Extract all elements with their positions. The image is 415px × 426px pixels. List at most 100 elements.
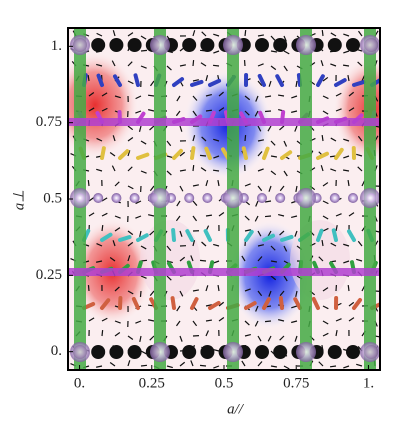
field-arrow — [205, 330, 210, 337]
spin-arrow — [293, 297, 302, 310]
x-tick-label: 1. — [363, 375, 374, 391]
field-arrow — [283, 65, 288, 72]
atom — [346, 345, 360, 359]
field-arrow — [279, 290, 285, 296]
field-arrow — [270, 275, 277, 281]
field-arrow — [149, 230, 155, 236]
field-arrow — [283, 170, 288, 177]
spin-arrow — [244, 301, 257, 310]
field-arrow — [101, 329, 104, 337]
field-arrow — [347, 179, 350, 187]
field-arrow — [101, 212, 108, 217]
node — [223, 35, 243, 55]
field-arrow — [343, 365, 350, 369]
node — [150, 342, 170, 362]
field-arrow — [322, 287, 329, 292]
spin-arrow — [352, 298, 363, 310]
field-arrow — [268, 290, 272, 297]
atom-small — [257, 193, 267, 203]
field-arrow — [322, 95, 329, 100]
field-arrow — [279, 230, 285, 236]
field-arrow — [244, 95, 251, 101]
field-arrow — [96, 63, 103, 67]
node — [150, 35, 170, 55]
field-arrow — [88, 212, 95, 217]
spin-arrow — [275, 74, 284, 87]
field-arrow — [257, 256, 263, 262]
field-arrow — [264, 215, 272, 218]
spin-arrow — [296, 73, 302, 87]
field-arrow — [96, 243, 103, 247]
field-arrow — [257, 244, 264, 247]
field-arrow — [330, 63, 337, 67]
field-arrow — [192, 240, 196, 247]
spin-arrow — [172, 148, 183, 160]
atom — [91, 38, 106, 52]
field-arrow — [112, 240, 116, 247]
field-arrow — [179, 361, 186, 367]
atom — [127, 345, 142, 359]
field-arrow — [192, 79, 199, 82]
y-axis-label: a⊥ — [11, 190, 27, 211]
field-arrow — [244, 110, 250, 116]
x-tick-label: 0.5 — [215, 375, 234, 391]
field-arrow — [96, 168, 103, 172]
field-arrow — [357, 61, 363, 67]
field-arrow — [190, 255, 194, 262]
field-arrow — [140, 35, 147, 40]
field-arrow — [267, 230, 272, 237]
field-arrow — [279, 185, 285, 192]
field-arrow — [335, 213, 342, 217]
field-arrow — [335, 92, 342, 97]
spin-arrow — [203, 229, 212, 242]
field-arrow — [283, 140, 288, 147]
field-arrow — [140, 65, 147, 69]
field-arrow — [199, 259, 207, 262]
field-arrow — [347, 284, 350, 292]
field-arrow — [127, 290, 134, 295]
spin-arrow — [316, 228, 324, 242]
field-arrow — [270, 245, 276, 251]
field-arrow — [335, 318, 342, 322]
field-arrow — [135, 320, 142, 324]
field-arrow — [149, 290, 155, 297]
field-arrow — [217, 284, 220, 292]
spin-arrow — [171, 228, 176, 242]
field-arrow — [149, 335, 155, 341]
field-arrow — [213, 243, 220, 247]
field-arrow — [147, 94, 155, 97]
field-arrow — [148, 109, 155, 112]
field-arrow — [135, 215, 142, 219]
field-arrow — [270, 155, 278, 158]
field-arrow — [114, 331, 121, 337]
field-arrow — [213, 33, 220, 37]
field-arrow — [356, 258, 363, 262]
field-arrow — [140, 350, 147, 355]
field-arrow — [267, 335, 272, 342]
atom — [127, 38, 142, 52]
field-arrow — [140, 275, 147, 279]
field-arrow — [295, 80, 298, 88]
field-arrow — [213, 50, 220, 54]
field-arrow — [139, 230, 142, 237]
field-arrow — [264, 95, 272, 98]
field-arrow — [244, 229, 251, 232]
field-arrow — [270, 50, 278, 53]
field-arrow — [241, 360, 246, 367]
field-arrow — [348, 301, 355, 307]
field-arrow — [254, 110, 259, 117]
field-arrow — [139, 335, 142, 342]
field-arrow — [283, 245, 288, 252]
field-arrow — [321, 134, 324, 142]
field-arrow — [192, 289, 200, 292]
field-arrow — [201, 31, 207, 37]
field-arrow — [321, 29, 324, 37]
field-arrow — [112, 135, 116, 142]
atom — [109, 38, 124, 52]
spin-arrow — [131, 296, 140, 310]
field-arrow — [205, 109, 213, 112]
atom-small — [111, 193, 122, 203]
field-arrow — [295, 185, 298, 193]
field-arrow — [291, 305, 298, 309]
field-arrow — [176, 305, 181, 312]
